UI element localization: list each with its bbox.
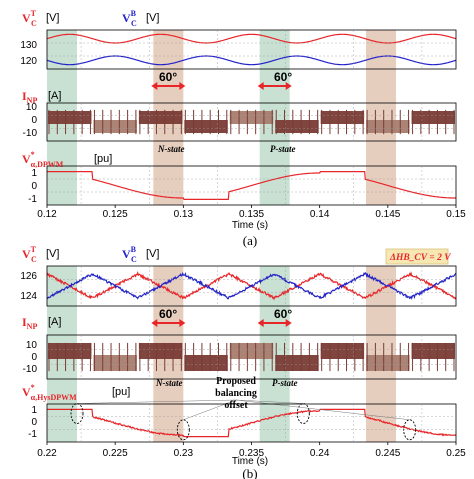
- chart-b-xtick-label: 0.22: [37, 448, 57, 459]
- chart-b-ytick: 126: [20, 271, 37, 282]
- chart-a-inp-block: [321, 111, 364, 124]
- chart-b-inp-label: INP: [22, 315, 37, 331]
- chart-b-vct-unit: [V]: [46, 248, 59, 260]
- chart-a-xtick-label: 0.15: [446, 209, 466, 220]
- chart-b-offset-marker: [297, 404, 309, 424]
- chart-a-vref-unit: [pu]: [94, 153, 112, 165]
- chart-b-ytick: -1: [28, 429, 37, 440]
- chart-a-vcb-unit: [V]: [146, 12, 159, 24]
- chart-a-angle-label-1: 60°: [159, 70, 177, 84]
- chart-a-vcb-label: VB C: [122, 9, 137, 28]
- chart-a-xtick-label: 0.12: [37, 209, 57, 220]
- chart-a-xtick-label: 0.14: [310, 209, 330, 220]
- chart-a-ytick: -10: [23, 128, 38, 139]
- chart-a-ytick: 0: [31, 181, 37, 192]
- chart-b-xtick-label: 0.23: [174, 448, 194, 459]
- chart-b-inp-block: [93, 355, 136, 371]
- chart-b-inp-block: [412, 343, 455, 359]
- chart-b-ytick: 1: [31, 405, 37, 416]
- chart-b-ytick: -10: [23, 364, 38, 375]
- chart-b-inp-block: [321, 343, 364, 359]
- chart-b-vref-unit: [pu]: [112, 386, 130, 398]
- chart-a-n-state: N-state: [157, 144, 185, 154]
- chart-a-inp-block: [230, 111, 273, 124]
- chart-b-inp-block: [139, 343, 182, 359]
- chart-a-vct-unit: [V]: [46, 12, 59, 24]
- chart-b-angle-label-1: 60°: [159, 307, 177, 321]
- chart-b-vct-label: VT C: [22, 245, 37, 264]
- chart-b-vcb-unit: [V]: [146, 248, 159, 260]
- chart-a-ytick: 0: [31, 115, 37, 126]
- chart-b-vcb-label: VB C: [122, 245, 137, 264]
- chart-b-angle-label-2: 60°: [274, 307, 292, 321]
- chart-a-inp-block: [366, 120, 409, 133]
- chart-a-ytick: 120: [20, 56, 37, 67]
- chart-b-xtick-label: 0.25: [446, 448, 466, 459]
- chart-b-ytick: 0: [31, 417, 37, 428]
- chart-a-caption: (a): [243, 233, 257, 248]
- chart-a-inp-block: [412, 111, 455, 124]
- chart-b-p-state: P-state: [272, 378, 298, 388]
- chart-a-p-state: P-state: [270, 144, 296, 154]
- chart-a-xtick-label: 0.145: [375, 209, 400, 220]
- chart-a-ytick: 10: [26, 102, 38, 113]
- chart-b-inp-unit: [A]: [48, 316, 61, 328]
- chart-b-caption: (b): [242, 466, 257, 479]
- chart-a-inp-block: [275, 120, 318, 133]
- chart-b-xtick-label: 0.245: [375, 448, 400, 459]
- chart-b-xtick-label: 0.225: [103, 448, 128, 459]
- chart-b-offset-label: offset: [224, 400, 248, 411]
- chart-a-xticks: 0.12 0.125 0.13 0.135 0.14 0.145 0.15: [37, 205, 466, 220]
- chart-a-inp-block: [184, 120, 227, 133]
- chart-a-inp-block: [93, 120, 136, 133]
- chart-a-xtick-label: 0.135: [239, 209, 264, 220]
- chart-a-ytick: 1: [31, 168, 37, 179]
- chart-a-inp-unit: [A]: [48, 90, 61, 102]
- chart-a-ytick: 130: [20, 40, 37, 51]
- chart-b-ytick: 0: [31, 352, 37, 363]
- chart-b-ytick: 10: [26, 340, 38, 351]
- chart-b-ytick: 124: [20, 291, 37, 302]
- chart-b-inp-block: [48, 343, 91, 359]
- chart-b-inp-block: [275, 355, 318, 371]
- chart-b-n-state: N-state: [155, 378, 183, 388]
- chart-a-xlabel: Time (s): [232, 220, 268, 231]
- chart-a-vct-label: VT C: [22, 9, 37, 28]
- chart-b-xtick-label: 0.24: [310, 448, 330, 459]
- chart-b-proposed-label: Proposed: [216, 376, 256, 387]
- chart-a-inp-block: [139, 111, 182, 124]
- chart-b-balancing-label: balancing: [215, 388, 257, 399]
- chart-b-hysteresis-label: ΔHB_CV = 2 V: [389, 253, 451, 263]
- chart-b-inp-block: [366, 355, 409, 371]
- chart-a-ytick: -1: [28, 194, 37, 205]
- chart-a-angle-label-2: 60°: [274, 70, 292, 84]
- chart-a-xtick-label: 0.13: [174, 209, 194, 220]
- chart-a-xtick-label: 0.125: [103, 209, 128, 220]
- chart-b-inp-block: [230, 343, 273, 359]
- chart-a-inp-block: [48, 111, 91, 124]
- chart-b-inp-block: [184, 355, 227, 371]
